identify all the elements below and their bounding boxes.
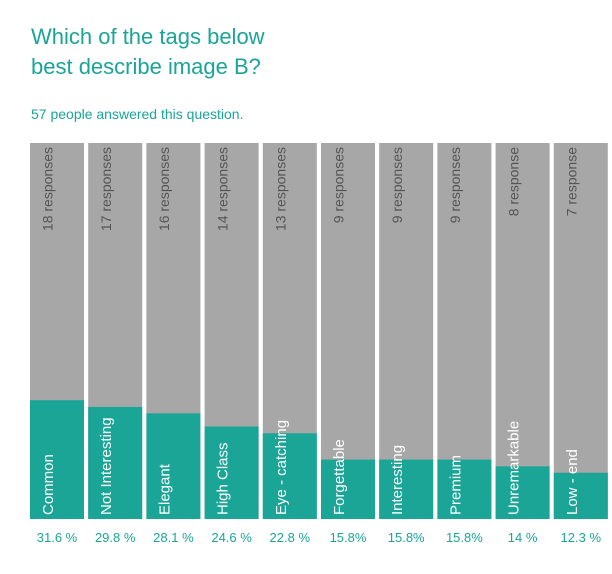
- bar: [88, 406, 143, 519]
- response-label: 17 responses: [98, 147, 114, 231]
- bar-background: [553, 143, 608, 519]
- bar: [437, 459, 492, 519]
- bar: [30, 400, 84, 519]
- bar: [146, 413, 201, 519]
- value-label: 14 %: [508, 530, 538, 545]
- category-label: Premium: [447, 455, 464, 515]
- value-label: 31.6 %: [37, 530, 78, 545]
- category-label: Unremarkable: [506, 421, 523, 515]
- response-label: 18 responses: [40, 147, 56, 231]
- category-label: High Class: [215, 442, 232, 515]
- response-label: 14 responses: [214, 147, 230, 231]
- bar: [321, 459, 375, 519]
- bar-background: [379, 143, 434, 519]
- value-label: 12.3 %: [561, 530, 602, 545]
- value-label: 22.8 %: [270, 530, 311, 545]
- chart-subtitle: 57 people answered this question.: [31, 106, 244, 122]
- response-label: 8 response: [505, 147, 521, 216]
- category-label: Forgettable: [331, 439, 348, 515]
- value-label: 15.8%: [330, 530, 367, 545]
- bar: [262, 433, 317, 519]
- response-label: 9 responses: [331, 147, 347, 223]
- response-label: 16 responses: [156, 147, 172, 231]
- response-label: 7 response: [564, 147, 580, 216]
- response-label: 13 responses: [273, 147, 289, 231]
- bar-background: [321, 143, 375, 519]
- bar: [204, 426, 259, 519]
- category-label: Common: [40, 454, 57, 515]
- chart-title: Which of the tags below best describe im…: [31, 24, 265, 79]
- bar: [379, 459, 434, 519]
- category-label: Low - end: [564, 449, 581, 515]
- value-label: 24.6 %: [211, 530, 252, 545]
- bar: [553, 472, 608, 519]
- category-label: Not Interesting: [98, 417, 115, 515]
- bar: [495, 466, 550, 519]
- value-label: 28.1 %: [153, 530, 194, 545]
- value-label: 15.8%: [388, 530, 425, 545]
- response-label: 9 responses: [447, 147, 463, 223]
- category-label: Interesting: [389, 445, 406, 515]
- bar-background: [437, 143, 492, 519]
- value-label: 15.8%: [446, 530, 483, 545]
- category-label: Eye - catching: [273, 420, 290, 515]
- value-label: 29.8 %: [95, 530, 136, 545]
- response-label: 9 responses: [389, 147, 405, 223]
- category-label: Elegant: [156, 463, 173, 515]
- bar-background: [495, 143, 550, 519]
